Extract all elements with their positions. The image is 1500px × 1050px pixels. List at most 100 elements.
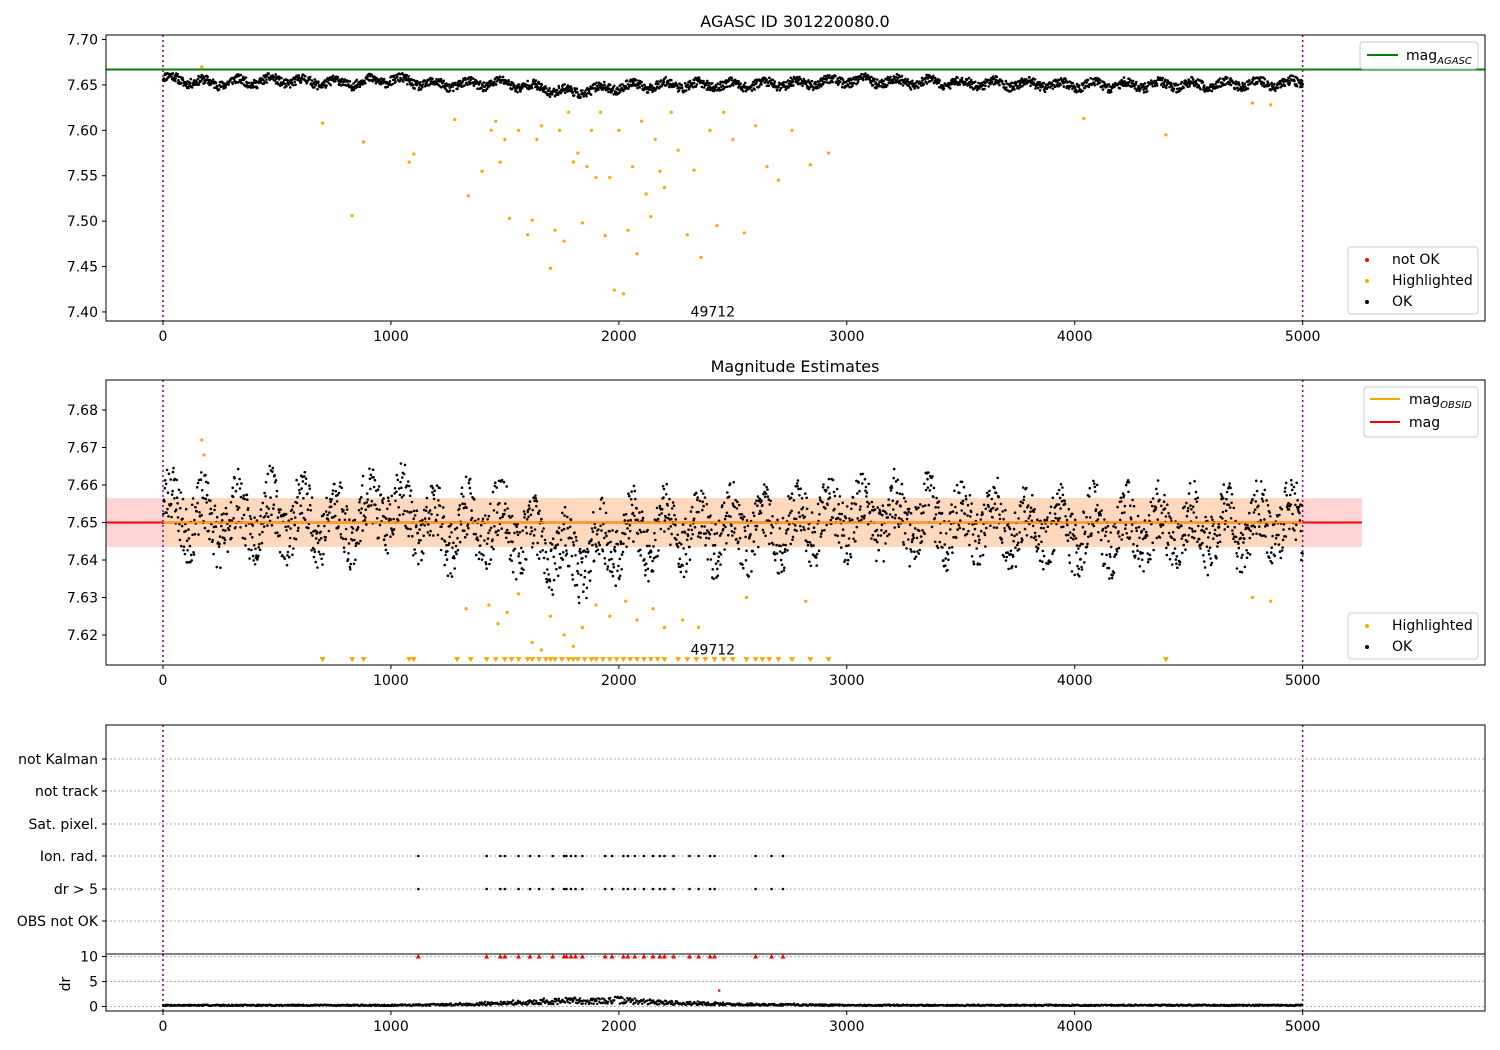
ok-point — [689, 510, 693, 513]
ok-point — [679, 570, 683, 574]
ok-point — [530, 86, 534, 90]
ok-point — [176, 502, 179, 505]
ok-point — [1021, 538, 1024, 542]
ok-point — [540, 535, 544, 538]
ok-point — [571, 90, 575, 94]
ok-point — [611, 529, 614, 532]
ok-point — [815, 552, 819, 556]
ok-point — [637, 84, 640, 87]
ok-point — [1135, 526, 1138, 530]
ok-point — [1110, 576, 1114, 580]
ok-point — [1012, 85, 1015, 88]
ok-point — [378, 508, 381, 512]
ok-point — [614, 90, 618, 94]
ok-point — [1156, 518, 1159, 521]
ok-point — [867, 502, 871, 505]
ok-point — [1161, 531, 1164, 535]
ok-point — [293, 78, 297, 81]
ok-point — [231, 486, 234, 490]
ok-point — [692, 81, 696, 85]
highlighted-point — [635, 252, 639, 256]
ok-point — [337, 491, 341, 495]
ok-point — [638, 86, 642, 89]
ok-point — [1124, 483, 1128, 487]
ok-point — [189, 77, 193, 81]
ok-point — [1123, 511, 1126, 514]
ok-point — [175, 478, 178, 482]
ok-point — [335, 500, 339, 503]
ok-point — [682, 547, 685, 550]
ok-point — [407, 484, 411, 488]
ok-point — [764, 534, 767, 538]
ok-point — [478, 551, 481, 554]
ok-point — [1192, 511, 1195, 514]
ok-point — [404, 76, 408, 79]
ok-point — [680, 84, 684, 87]
ok-point — [499, 81, 503, 84]
ok-point — [1221, 517, 1224, 520]
ok-point — [907, 538, 910, 541]
ok-point — [807, 527, 810, 530]
ok-point — [1163, 507, 1167, 510]
ok-point — [228, 524, 232, 528]
ok-point — [954, 536, 958, 539]
ok-point — [448, 535, 452, 539]
ok-point — [1180, 537, 1184, 540]
ok-point — [1117, 530, 1120, 533]
ok-point — [611, 574, 615, 578]
ok-point — [702, 79, 705, 83]
ok-point — [609, 540, 612, 544]
ok-point — [500, 527, 504, 530]
ok-point — [396, 75, 399, 79]
ok-point — [809, 564, 813, 568]
ok-point — [739, 82, 742, 85]
ok-point — [886, 516, 890, 519]
ok-point — [623, 532, 627, 536]
ok-point — [1101, 527, 1105, 531]
ok-point — [1062, 85, 1066, 88]
ok-point — [505, 485, 509, 488]
ok-point — [614, 584, 617, 587]
ok-point — [1222, 483, 1226, 486]
ok-point — [621, 550, 625, 554]
ok-point — [1093, 485, 1097, 489]
ok-point — [604, 511, 608, 515]
ok-point — [818, 82, 821, 85]
ok-point — [1007, 567, 1010, 571]
ok-point — [557, 531, 560, 535]
ok-point — [424, 509, 428, 512]
ok-point — [482, 81, 486, 84]
ok-point — [354, 558, 357, 562]
ok-point — [644, 569, 647, 572]
ok-point — [823, 528, 826, 532]
ok-point — [242, 513, 246, 517]
ok-point — [485, 567, 488, 570]
ok-point — [716, 82, 720, 85]
ok-point — [1235, 552, 1238, 555]
ok-point — [1119, 496, 1123, 500]
ok-point — [360, 496, 363, 499]
ok-point — [1194, 490, 1198, 494]
ok-point — [572, 541, 575, 544]
ok-point — [1130, 523, 1134, 526]
ok-point — [276, 81, 279, 84]
ok-point — [342, 509, 345, 512]
ok-point — [285, 563, 289, 567]
ok-point — [702, 86, 706, 89]
ok-point — [670, 78, 673, 82]
ok-point — [933, 540, 937, 544]
ok-point — [908, 523, 912, 527]
ok-point — [638, 528, 642, 532]
ok-point — [918, 548, 921, 552]
ok-point — [1093, 83, 1097, 87]
ok-point — [786, 79, 790, 82]
ok-point — [489, 79, 493, 83]
ok-point — [240, 482, 243, 485]
ok-point — [1005, 555, 1009, 559]
ok-point — [727, 495, 731, 499]
ok-point — [613, 549, 617, 553]
ok-point — [801, 84, 804, 88]
ok-point — [628, 523, 632, 527]
ok-point — [167, 472, 171, 476]
ok-point — [1185, 501, 1188, 505]
